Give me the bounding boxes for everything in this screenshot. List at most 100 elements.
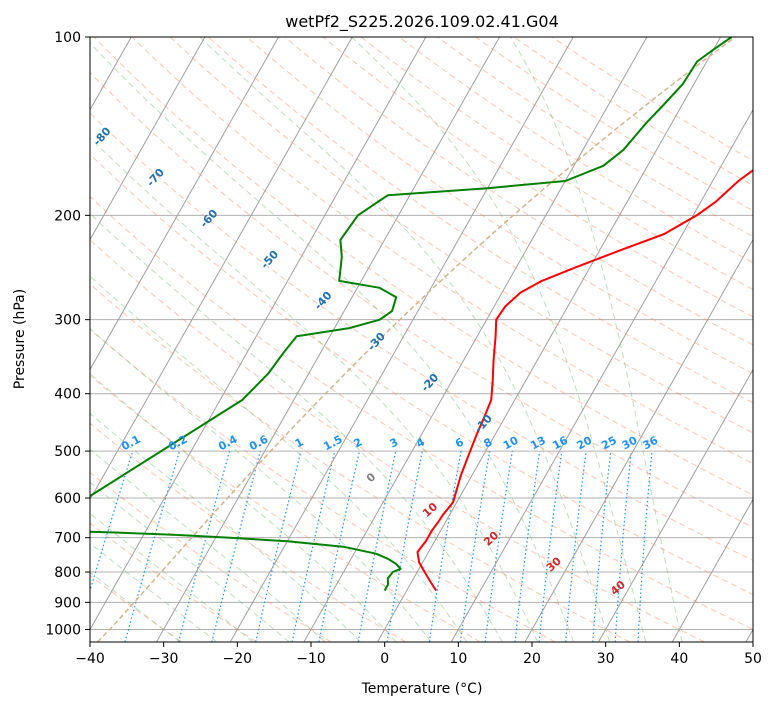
- dry-adiabat-label: -100: [0, 40, 10, 69]
- mixing-ratio-line: [178, 450, 231, 642]
- y-tick-label: 600: [54, 491, 81, 507]
- x-tick-label: −40: [75, 651, 105, 667]
- y-tick-label: 700: [54, 531, 81, 547]
- dry-adiabat-line: [90, 71, 753, 528]
- dry-adiabat-line: [437, 37, 753, 238]
- x-tick-label: −30: [149, 651, 179, 667]
- x-tick-label: 50: [744, 651, 762, 667]
- isotherm-line: [671, 498, 753, 642]
- y-tick-label: 1000: [45, 622, 81, 638]
- dry-adiabat-line: [475, 37, 753, 212]
- dry-adiabat-line: [513, 37, 753, 186]
- x-axis-ticks: −40 −30 −20 −10 0 10 20 30 40 50: [75, 642, 762, 667]
- isotherm-line: [450, 108, 753, 642]
- dry-adiabats: [90, 37, 753, 642]
- dry-adiabat-line: [90, 283, 631, 642]
- moist-adiabats: [90, 37, 683, 642]
- isotherm-line: [303, 37, 648, 642]
- isotherm-line: [377, 37, 722, 642]
- mixing-ratio-line: [357, 450, 397, 642]
- dry-adiabat-line: [551, 37, 753, 162]
- isotherm-line: [90, 37, 280, 371]
- y-tick-label: 100: [54, 30, 81, 46]
- dry-adiabat-line: [398, 37, 753, 264]
- mixing-ratio-line: [124, 450, 181, 642]
- moist-adiabat-line: [90, 448, 326, 642]
- mixing-ratio-line: [484, 451, 513, 642]
- mixing-ratio-line: [255, 450, 302, 642]
- isobar-grid: [90, 37, 753, 630]
- y-tick-label: 500: [54, 444, 81, 460]
- plot-frame: [89, 36, 754, 643]
- isotherm-line: [90, 37, 427, 631]
- x-axis-label: Temperature (°C): [361, 681, 483, 697]
- temperature-trace: [416, 169, 753, 592]
- y-tick-label: 800: [54, 565, 81, 581]
- mixing-ratio-label: 16: [550, 434, 570, 453]
- mixing-ratio-line: [291, 450, 336, 642]
- y-tick-label: 300: [54, 313, 81, 329]
- isotherm-line: [156, 37, 501, 642]
- dry-adiabat-line: [170, 37, 753, 434]
- isotherm-line: [90, 37, 353, 501]
- mixing-ratio-line: [428, 450, 462, 642]
- mixing-ratio-line: [459, 450, 491, 642]
- freezing-curve: [97, 37, 736, 642]
- y-tick-label: 400: [54, 387, 81, 403]
- mixing-ratio-line: [386, 450, 423, 642]
- dry-adiabat-line: [90, 471, 332, 642]
- dry-adiabat-line: [90, 112, 753, 561]
- plot-background: [90, 37, 753, 642]
- y-axis-label: Pressure (hPa): [12, 289, 28, 389]
- y-tick-label: 900: [54, 595, 81, 611]
- dry-adiabat-line: [90, 328, 556, 642]
- y-tick-label: 200: [54, 208, 81, 224]
- dry-adiabat-line: [246, 37, 753, 375]
- moist-adiabat-line: [351, 37, 647, 642]
- mixing-ratio-label: 13: [528, 434, 548, 453]
- dry-adiabat-line: [322, 37, 753, 318]
- dry-adiabat-line: [284, 37, 753, 346]
- dry-adiabat-line: [90, 239, 705, 642]
- mixing-ratio-line: [538, 451, 563, 642]
- x-tick-label: −20: [223, 651, 253, 667]
- isotherm-line: [0, 37, 58, 642]
- moist-adiabat-line: [90, 42, 575, 642]
- isotherm-line: [598, 368, 753, 642]
- dry-adiabat-line: [90, 375, 481, 642]
- moist-adiabat-line: [199, 37, 611, 642]
- dry-adiabat-label: -90: [37, 83, 60, 107]
- dry-adiabat-line: [90, 195, 753, 630]
- x-tick-label: 40: [670, 651, 688, 667]
- dry-adiabat-line: [208, 37, 753, 404]
- freezing-curve-line: [97, 37, 736, 642]
- mixing-ratio-line: [211, 450, 261, 642]
- moist-adiabat-line: [90, 412, 361, 642]
- mixing-ratio-label: 30: [620, 434, 640, 453]
- x-tick-label: 20: [523, 651, 541, 667]
- dry-adiabat-line: [131, 37, 753, 465]
- x-tick-label: 30: [597, 651, 615, 667]
- mixing-ratio-label: 36: [641, 434, 661, 453]
- mixing-ratio-label: 10: [501, 434, 521, 453]
- dewpoint-trace: [90, 37, 733, 592]
- isotherm-line: [90, 37, 206, 241]
- mixing-ratio-line: [514, 451, 541, 642]
- mixing-ratio-label: 25: [599, 434, 619, 453]
- dry-adiabat-line: [360, 37, 753, 291]
- x-tick-label: 0: [380, 651, 389, 667]
- moist-adiabat-line: [90, 327, 432, 642]
- moist-adiabat-line: [90, 275, 468, 642]
- mixing-ratio-lines: [90, 450, 653, 642]
- isotherm-line: [524, 238, 753, 642]
- sounding-series: [90, 37, 753, 592]
- x-tick-label: −10: [296, 651, 326, 667]
- moist-adiabat-line: [509, 37, 683, 642]
- mixing-ratio-label: 20: [575, 434, 595, 453]
- x-tick-label: 10: [449, 651, 467, 667]
- dry-adiabat-line: [90, 522, 257, 642]
- chart-title: wetPf2_S225.2026.109.02.41.G04: [285, 12, 559, 32]
- y-axis-ticks: 100 200 300 400 500 600 700 800 900 1000: [45, 30, 90, 638]
